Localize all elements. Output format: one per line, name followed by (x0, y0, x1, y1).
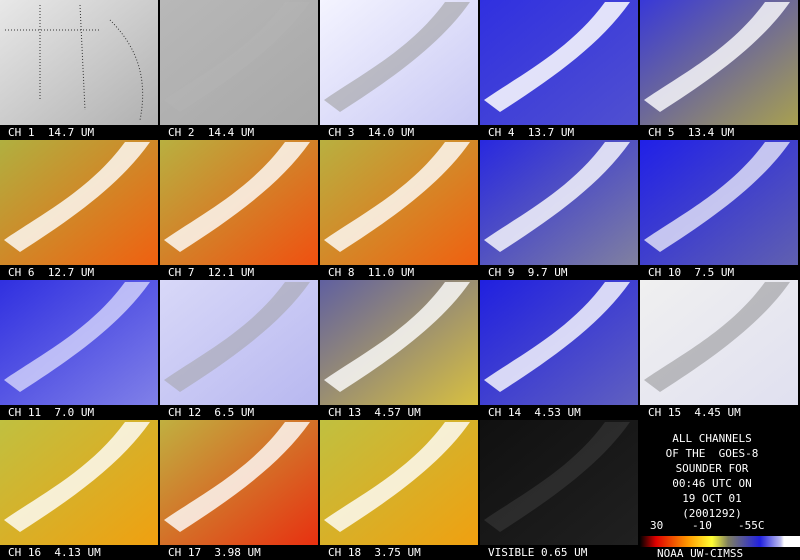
cloud-band (324, 2, 470, 112)
label-strip (160, 265, 320, 280)
panel-label: CH 17 3.98 UM (168, 546, 261, 559)
label-strip (640, 125, 800, 140)
info-panel: ALL CHANNELS OF THE GOES-8 SOUNDER FOR 00:4… (640, 420, 800, 560)
label-strip (480, 125, 640, 140)
panel-label: CH 1 14.7 UM (8, 126, 94, 139)
panel-label: CH 8 11.0 UM (328, 266, 414, 279)
info-line: OF THE GOES-8 (666, 447, 759, 460)
label-strip (0, 125, 160, 140)
cloud-band (644, 2, 790, 112)
scale-label: -10 (692, 519, 712, 532)
label-strip (160, 545, 320, 560)
cloud-band (164, 422, 310, 532)
label-strip (480, 265, 640, 280)
cloud-band (484, 2, 630, 112)
satellite-image (0, 0, 158, 125)
scale-label: 30 (650, 519, 663, 532)
cloud-band (484, 142, 630, 252)
panel-label: CH 13 4.57 UM (328, 406, 421, 419)
cloud-band (4, 282, 150, 392)
cloud-band (164, 2, 310, 112)
label-strip (640, 405, 800, 420)
cloud-band (4, 422, 150, 532)
cloud-band (644, 142, 790, 252)
panel-label: CH 10 7.5 UM (648, 266, 734, 279)
cloud-band (324, 422, 470, 532)
cloud-band (484, 282, 630, 392)
panel-label: CH 9 9.7 UM (488, 266, 568, 279)
info-line: 19 OCT 01 (682, 492, 742, 505)
satellite-image (160, 0, 318, 125)
cloud-band (484, 422, 630, 532)
label-strip (320, 125, 480, 140)
label-strip (480, 545, 640, 560)
panel-label: CH 11 7.0 UM (8, 406, 94, 419)
label-strip (320, 405, 480, 420)
cloud-band (164, 282, 310, 392)
cloud-band (164, 142, 310, 252)
label-strip (320, 265, 480, 280)
info-line: (2001292) (682, 507, 742, 520)
label-strip (0, 545, 160, 560)
label-strip (160, 125, 320, 140)
panel-label: CH 5 13.4 UM (648, 126, 734, 139)
info-text: ALL CHANNELS OF THE GOES-8 SOUNDER FOR 00:4… (666, 432, 759, 520)
panel-label: CH 18 3.75 UM (328, 546, 421, 559)
label-strip (480, 405, 640, 420)
info-line: 00:46 UTC ON (672, 477, 751, 490)
cloud-band (324, 282, 470, 392)
scale-label: -55C (738, 519, 765, 532)
panel-label: VISIBLE 0.65 UM (488, 546, 588, 559)
label-strip (0, 265, 160, 280)
panel-label: CH 16 4.13 UM (8, 546, 101, 559)
panel-label: CH 12 6.5 UM (168, 406, 254, 419)
info-line: ALL CHANNELS (672, 432, 751, 445)
panel-label: CH 14 4.53 UM (488, 406, 581, 419)
label-strip (0, 405, 160, 420)
cloud-band (4, 142, 150, 252)
panel-label: CH 3 14.0 UM (328, 126, 414, 139)
panel-label: CH 15 4.45 UM (648, 406, 741, 419)
label-strip (640, 265, 800, 280)
color-bar (640, 536, 800, 547)
cloud-band (324, 142, 470, 252)
credit: NOAA UW-CIMSS (657, 547, 743, 560)
label-strip (320, 545, 480, 560)
panel-label: CH 2 14.4 UM (168, 126, 254, 139)
panel-label: CH 7 12.1 UM (168, 266, 254, 279)
panel-label: CH 4 13.7 UM (488, 126, 574, 139)
cloud-band (644, 282, 790, 392)
label-strip (160, 405, 320, 420)
info-line: SOUNDER FOR (676, 462, 749, 475)
panel-label: CH 6 12.7 UM (8, 266, 94, 279)
satellite-image (640, 280, 798, 405)
